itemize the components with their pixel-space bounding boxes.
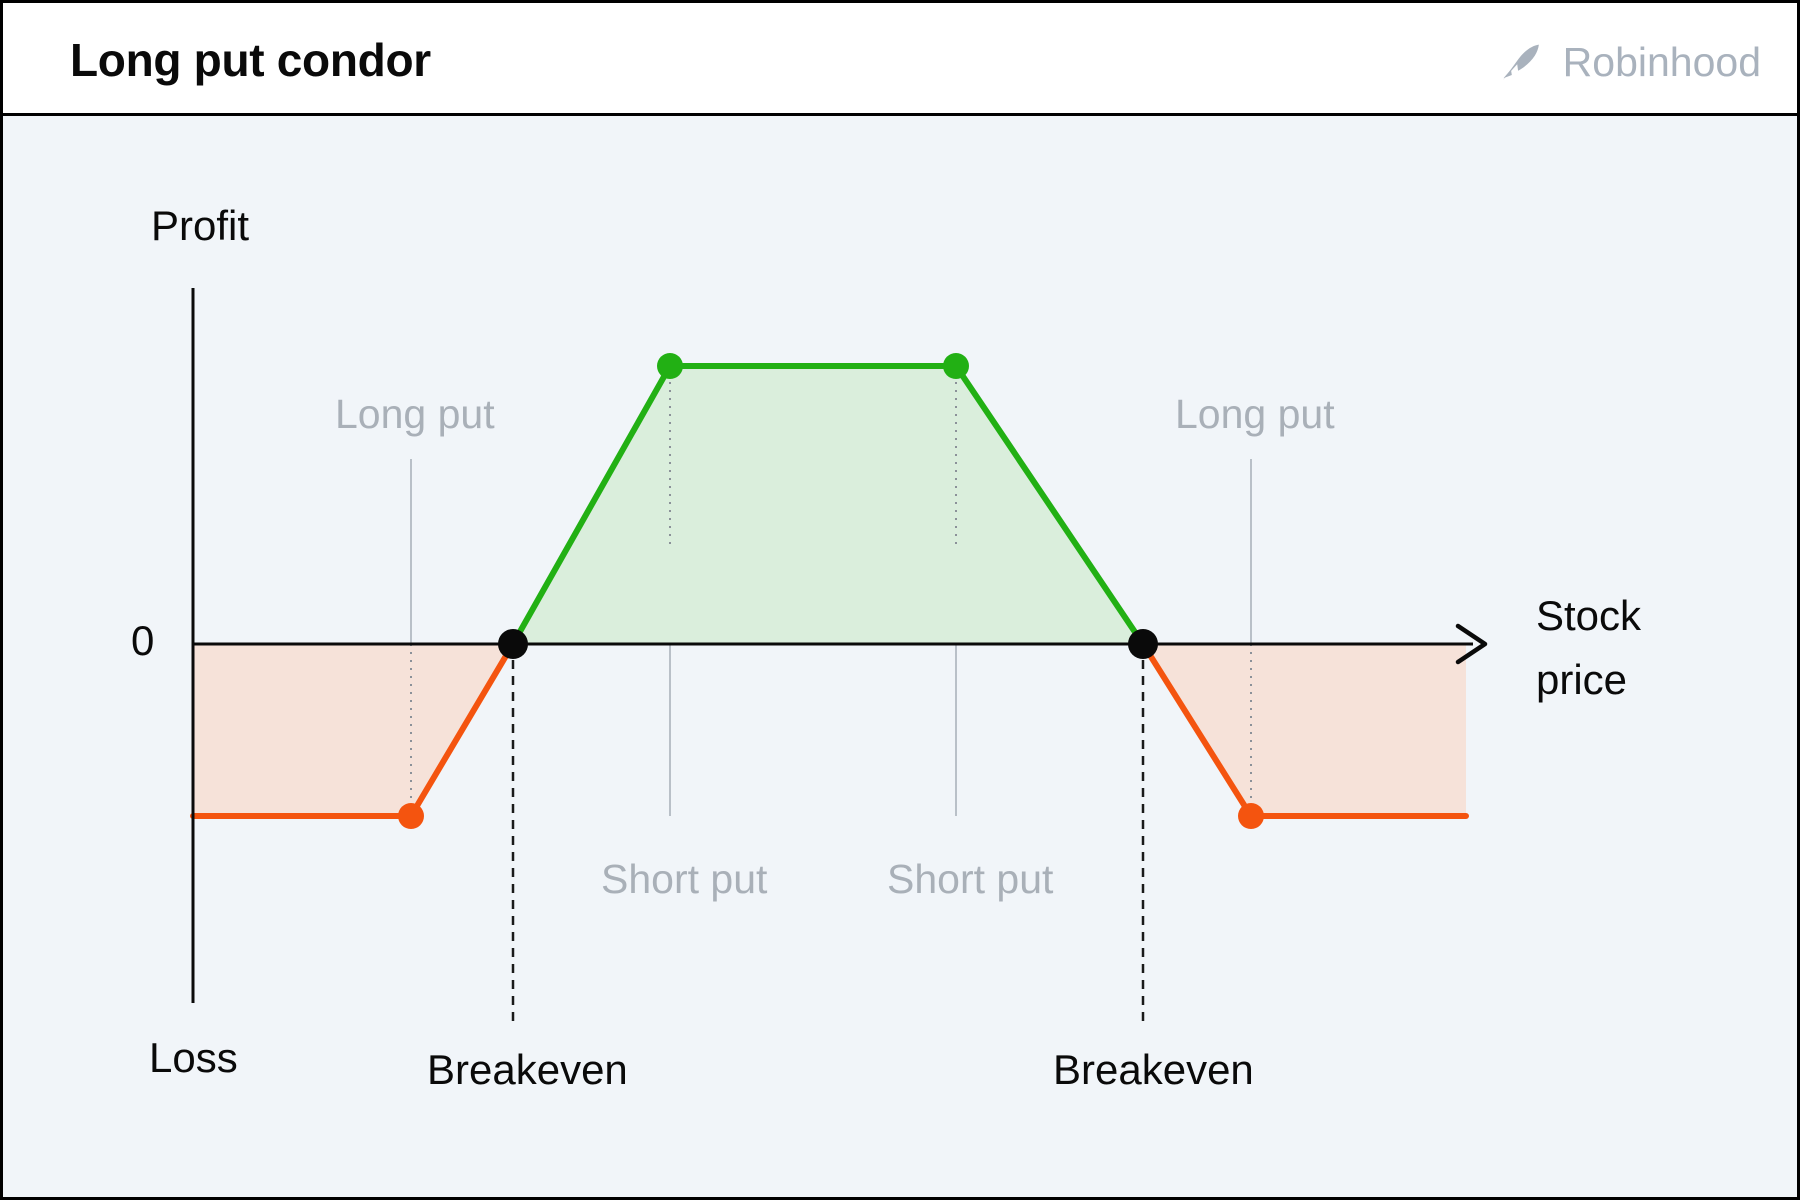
svg-text:Long put: Long put xyxy=(335,391,495,437)
svg-text:price: price xyxy=(1536,656,1627,703)
svg-text:Breakeven: Breakeven xyxy=(427,1046,628,1093)
svg-text:Loss: Loss xyxy=(149,1034,238,1081)
svg-text:Short put: Short put xyxy=(601,856,768,902)
svg-text:Short put: Short put xyxy=(887,856,1054,902)
svg-text:Long put: Long put xyxy=(1175,391,1335,437)
svg-text:Stock: Stock xyxy=(1536,592,1642,639)
svg-text:0: 0 xyxy=(131,617,154,664)
svg-text:Breakeven: Breakeven xyxy=(1053,1046,1254,1093)
svg-text:Profit: Profit xyxy=(151,202,249,249)
